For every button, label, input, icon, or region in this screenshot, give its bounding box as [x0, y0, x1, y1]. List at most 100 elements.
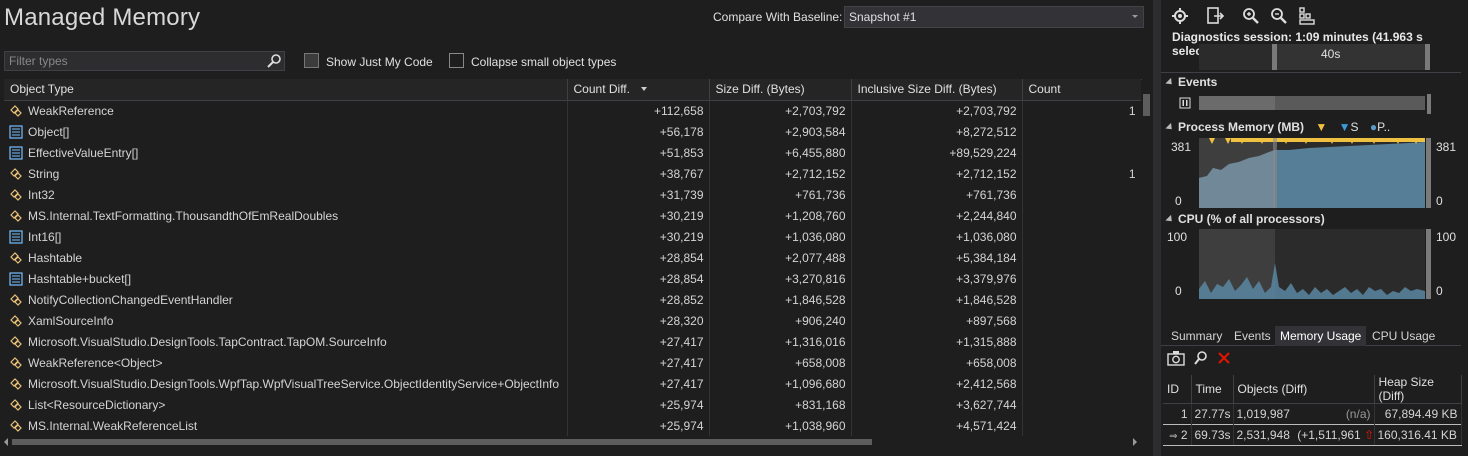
table-row[interactable]: MS.Internal.TextFormatting.ThousandthOfE…	[4, 205, 1142, 226]
object-type-cell[interactable]: Hashtable+bucket[]	[4, 268, 568, 289]
reset-zoom-icon[interactable]	[1297, 6, 1317, 26]
table-row[interactable]: WeakReference<Object> +27,417 +658,008 +658…	[4, 352, 1142, 373]
zoom-out-icon[interactable]	[1269, 6, 1289, 26]
count-diff-cell: +28,320	[567, 310, 710, 331]
object-type-cell[interactable]: List<ResourceDictionary>	[4, 394, 568, 415]
tab-events[interactable]: Events	[1234, 329, 1271, 343]
array-icon	[9, 271, 23, 286]
snapshot-objects-diff[interactable]: (+1,511,961	[1297, 428, 1361, 442]
column-header-inclusive-size-diff[interactable]: Inclusive Size Diff. (Bytes)	[851, 79, 1023, 101]
show-just-my-code-checkbox[interactable]	[304, 53, 319, 68]
search-icon[interactable]	[1193, 350, 1209, 366]
filter-types-input[interactable]: Filter types	[4, 51, 285, 71]
tab-summary[interactable]: Summary	[1171, 329, 1223, 343]
table-row[interactable]: WeakReference +112,658 +2,703,792 +2,703,79…	[4, 100, 1142, 121]
scroll-left-icon[interactable]	[4, 438, 8, 446]
object-type-cell[interactable]: NotifyCollectionChangedEventHandler	[4, 289, 568, 310]
tab-cpu-usage[interactable]: CPU Usage	[1372, 329, 1436, 343]
process-memory-section-header[interactable]: Process Memory (MB) ▼ ▼S ●P..	[1165, 120, 1390, 134]
scroll-right-icon[interactable]	[1133, 438, 1137, 446]
camera-icon[interactable]	[1167, 350, 1185, 366]
cpu-usage-graph[interactable]	[1199, 229, 1433, 299]
selection-handle-end[interactable]	[1425, 44, 1430, 70]
table-row[interactable]: Object[] +56,178 +2,903,584 +8,272,512	[4, 121, 1142, 142]
column-header-count[interactable]: Count	[1022, 79, 1142, 101]
array-icon	[9, 145, 23, 160]
object-type-name: Int16[]	[28, 229, 62, 244]
object-type-cell[interactable]: WeakReference<Object>	[4, 352, 568, 373]
inclusive-size-diff-cell: +1,036,080	[851, 226, 1023, 247]
table-row[interactable]: String +38,767 +2,712,152 +2,712,152 1	[4, 163, 1142, 184]
timeline-ruler[interactable]	[1199, 44, 1430, 70]
snapshot-heap[interactable]: 160,316.41 KB (+	[1374, 424, 1462, 446]
baseline-dropdown[interactable]: Snapshot #1	[844, 6, 1144, 28]
object-type-cell[interactable]: Object[]	[4, 121, 568, 142]
object-type-cell[interactable]: XamlSourceInfo	[4, 310, 568, 331]
size-diff-cell: +2,712,152	[709, 163, 852, 184]
delete-icon[interactable]	[1217, 351, 1231, 365]
collapse-small-label[interactable]: Collapse small object types	[471, 55, 617, 69]
table-row[interactable]: Hashtable+bucket[] +28,854 +3,270,816 +3,37…	[4, 268, 1142, 289]
table-row[interactable]: Microsoft.VisualStudio.DesignTools.WpfTa…	[4, 373, 1142, 394]
object-type-cell[interactable]: Hashtable	[4, 247, 568, 268]
table-row[interactable]: Int32 +31,739 +761,736 +761,736	[4, 184, 1142, 205]
selection-handle-start[interactable]	[1272, 44, 1277, 70]
column-header-time[interactable]: Time	[1191, 375, 1234, 404]
object-type-cell[interactable]: MS.Internal.TextFormatting.ThousandthOfE…	[4, 205, 568, 226]
object-type-cell[interactable]: Int32	[4, 184, 568, 205]
cpu-section-header[interactable]: CPU (% of all processors)	[1165, 212, 1325, 226]
show-just-my-code-label[interactable]: Show Just My Code	[326, 55, 433, 69]
gc-legend-icon: ▼	[1338, 120, 1351, 134]
events-section-header[interactable]: Events	[1165, 75, 1217, 89]
column-header-size-diff[interactable]: Size Diff. (Bytes)	[709, 79, 852, 101]
cpu-axis-min-right: 0	[1436, 284, 1443, 298]
object-type-cell[interactable]: Microsoft.VisualStudio.DesignTools.WpfTa…	[4, 373, 568, 394]
snapshot-objects-cell[interactable]: 1,019,987 (n/a)	[1233, 403, 1375, 425]
table-row[interactable]: Microsoft.VisualStudio.DesignTools.TapCo…	[4, 331, 1142, 352]
pane-splitter[interactable]	[1153, 0, 1161, 456]
scroll-thumb[interactable]	[1143, 94, 1150, 116]
size-diff-cell: +761,736	[709, 184, 852, 205]
search-icon[interactable]	[266, 53, 282, 69]
count-cell	[1022, 289, 1142, 310]
vertical-scrollbar[interactable]	[1141, 80, 1152, 440]
timeline-selection[interactable]	[1275, 44, 1425, 70]
export-icon[interactable]	[1205, 6, 1225, 26]
object-type-cell[interactable]: Int16[]	[4, 226, 568, 247]
snapshot-objects-cell[interactable]: 2,531,948 (+1,511,961 ⇧)	[1233, 424, 1375, 446]
pause-icon[interactable]	[1179, 97, 1191, 109]
table-row[interactable]: Hashtable +28,854 +2,077,488 +5,384,184	[4, 247, 1142, 268]
table-row[interactable]: NotifyCollectionChangedEventHandler +28,8…	[4, 289, 1142, 310]
chevron-down-icon	[1132, 15, 1138, 18]
table-row[interactable]: List<ResourceDictionary> +25,974 +831,168 +…	[4, 394, 1142, 415]
table-row[interactable]: EffectiveValueEntry[] +51,853 +6,455,880 +8…	[4, 142, 1142, 163]
events-track-handle[interactable]	[1427, 94, 1431, 114]
object-type-cell[interactable]: WeakReference	[4, 100, 568, 121]
class-icon	[10, 104, 22, 117]
column-header-objects-diff[interactable]: Objects (Diff)	[1233, 375, 1375, 404]
gear-icon[interactable]	[1170, 6, 1190, 26]
object-type-cell[interactable]: MS.Internal.WeakReferenceList	[4, 415, 568, 436]
table-row[interactable]: Int16[] +30,219 +1,036,080 +1,036,080	[4, 226, 1142, 247]
collapse-small-checkbox[interactable]	[449, 53, 464, 68]
object-type-cell[interactable]: String	[4, 163, 568, 184]
snapshot-row[interactable]: 1 27.77s 1,019,987 (n/a) 67,894.49 KB	[1163, 403, 1462, 425]
scroll-thumb[interactable]	[12, 439, 872, 445]
column-header-heap-size-diff[interactable]: Heap Size (Diff)	[1374, 375, 1462, 404]
snapshot-marker-legend-icon: ▼	[1315, 120, 1328, 134]
column-header-count-diff[interactable]: Count Diff.	[567, 79, 710, 101]
object-type-cell[interactable]: EffectiveValueEntry[]	[4, 142, 568, 163]
zoom-in-icon[interactable]	[1241, 6, 1261, 26]
column-header-id[interactable]: ID	[1163, 375, 1192, 404]
count-cell	[1022, 352, 1142, 373]
tab-memory-usage[interactable]: Memory Usage	[1275, 326, 1367, 346]
snapshot-row-selected[interactable]: ⇒ 2 69.73s 2,531,948 (+1,511,961 ⇧) 160,…	[1163, 424, 1462, 446]
horizontal-scrollbar[interactable]	[4, 436, 1141, 448]
events-track[interactable]	[1199, 96, 1425, 110]
process-memory-graph[interactable]	[1199, 138, 1433, 208]
events-unselected-region	[1199, 96, 1275, 110]
table-row[interactable]: MS.Internal.WeakReferenceList +25,974 +1,0…	[4, 415, 1142, 436]
table-row[interactable]: XamlSourceInfo +28,320 +906,240 +897,568	[4, 310, 1142, 331]
object-type-cell[interactable]: Microsoft.VisualStudio.DesignTools.TapCo…	[4, 331, 568, 352]
column-header-object-type[interactable]: Object Type	[4, 79, 568, 101]
